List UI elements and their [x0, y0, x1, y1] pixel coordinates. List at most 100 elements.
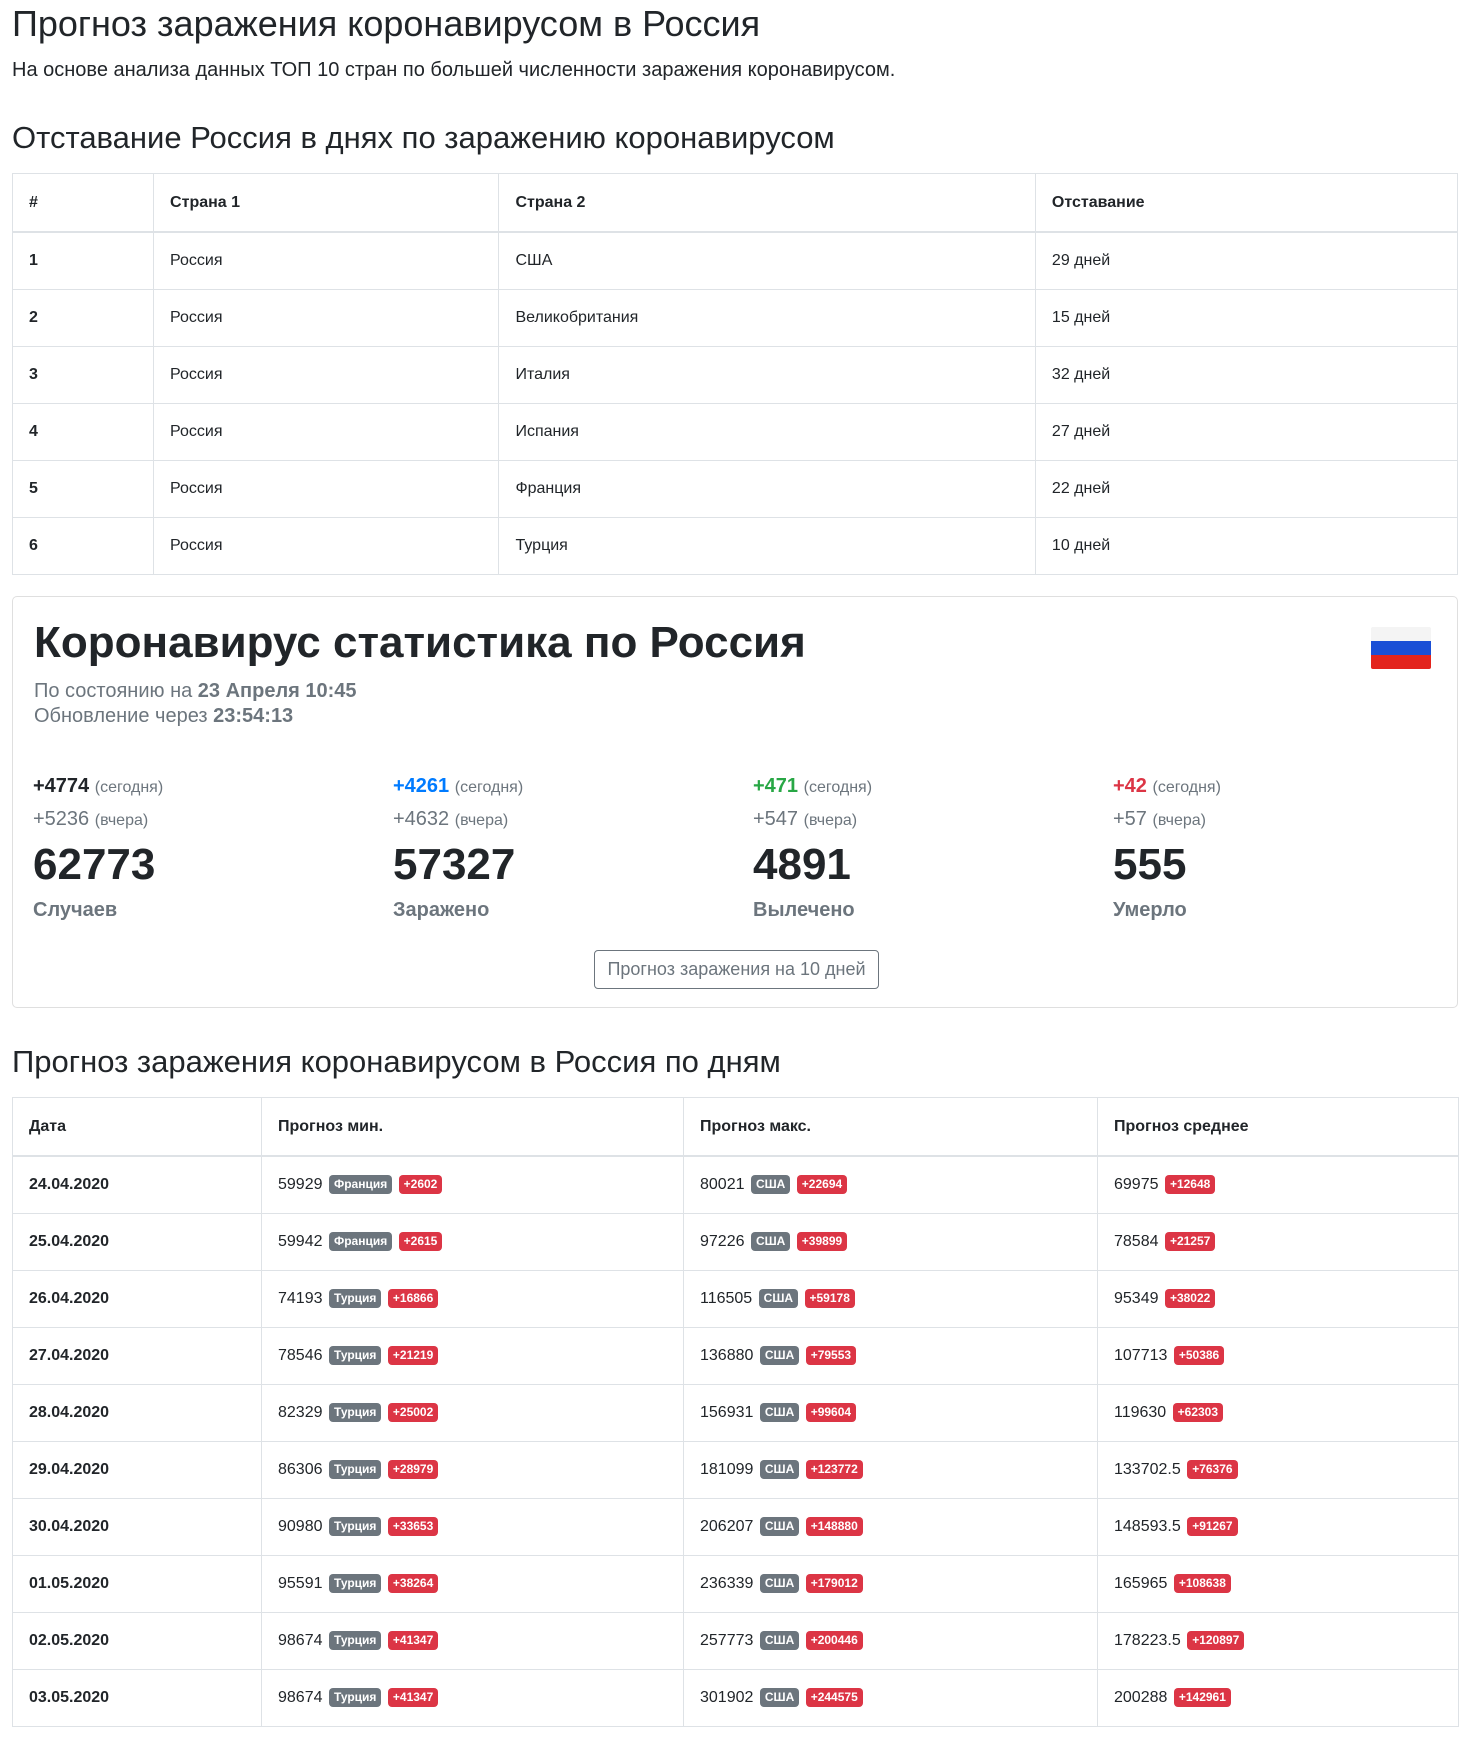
- lag-col-number: #: [11, 173, 155, 233]
- forecast-max-cell: 97226 США +39899: [683, 1213, 1098, 1271]
- forecast-table: Дата Прогноз мин. Прогноз макс. Прогноз …: [12, 1097, 1459, 1727]
- country-badge: США: [759, 1460, 800, 1479]
- country-badge: Турция: [328, 1403, 382, 1422]
- lag-row-country1: Россия: [153, 346, 500, 404]
- lag-col-country2: Страна 2: [498, 173, 1036, 233]
- lag-row-country2: Италия: [498, 346, 1036, 404]
- stat-today-value: +471: [753, 775, 799, 797]
- forecast-min-value: 74193: [278, 1290, 323, 1307]
- country-badge: США: [758, 1289, 799, 1308]
- delta-badge: +99604: [805, 1403, 857, 1422]
- delta-badge: +2615: [398, 1232, 443, 1251]
- forecast-avg-value: 133702.5: [1114, 1461, 1181, 1478]
- lag-row-lag: 15 дней: [1034, 289, 1459, 347]
- forecast-min-cell: 59942 Франция +2615: [261, 1213, 684, 1271]
- delta-badge: +21257: [1164, 1232, 1216, 1251]
- table-row: 3 Россия Италия 32 дней: [11, 346, 1459, 404]
- forecast-min-cell: 86306 Турция +28979: [261, 1441, 684, 1499]
- forecast-min-cell: 74193 Турция +16866: [261, 1270, 684, 1328]
- delta-badge: +50386: [1173, 1346, 1225, 1365]
- stat-label: Заражено: [393, 899, 490, 921]
- delta-badge: +148880: [805, 1517, 863, 1536]
- stat-today-label: (сегодня): [94, 779, 164, 796]
- stat-cases: +4774 (сегодня) +5236 (вчера) 62773 Случ…: [33, 771, 353, 925]
- stat-today: +42 (сегодня): [1113, 771, 1433, 803]
- status-date: 23 Апреля 10:45: [197, 680, 357, 702]
- forecast-avg-cell: 107713 +50386: [1097, 1327, 1459, 1385]
- forecast-date: 25.04.2020: [12, 1213, 262, 1271]
- forecast-avg-value: 107713: [1114, 1347, 1168, 1364]
- forecast-min-cell: 59929 Франция +2602: [261, 1155, 684, 1214]
- forecast-date: 27.04.2020: [12, 1327, 262, 1385]
- forecast-avg-value: 119630: [1114, 1404, 1167, 1421]
- forecast-avg-value: 148593.5: [1114, 1518, 1181, 1535]
- table-row: 02.05.2020 98674 Турция +41347 257773 США …: [12, 1612, 1459, 1670]
- forecast-avg-cell: 95349 +38022: [1097, 1270, 1459, 1328]
- forecast-max-cell: 257773 США +200446: [683, 1612, 1098, 1670]
- stat-yesterday-value: +4632: [393, 808, 450, 830]
- lag-row-number: 3: [11, 346, 155, 404]
- forecast-min-value: 95591: [278, 1575, 323, 1592]
- delta-badge: +33653: [387, 1517, 439, 1536]
- lag-row-country2: Турция: [498, 517, 1036, 575]
- forecast-max-cell: 236339 США +179012: [683, 1555, 1098, 1613]
- stat-yesterday: +5236 (вчера): [33, 803, 353, 837]
- delta-badge: +79553: [805, 1346, 857, 1365]
- stat-today: +4261 (сегодня): [393, 771, 713, 803]
- country-badge: Турция: [328, 1574, 382, 1593]
- lag-row-country1: Россия: [153, 403, 500, 461]
- status-prefix: По состоянию на: [34, 680, 193, 702]
- table-row: 4 Россия Испания 27 дней: [11, 403, 1459, 461]
- table-row: 01.05.2020 95591 Турция +38264 236339 США …: [12, 1555, 1459, 1613]
- lag-row-number: 4: [11, 403, 155, 461]
- country-badge: США: [759, 1403, 800, 1422]
- stat-total: 555: [1113, 840, 1187, 889]
- forecast-table-header-row: Дата Прогноз мин. Прогноз макс. Прогноз …: [12, 1097, 1459, 1157]
- lag-col-lag: Отставание: [1034, 173, 1459, 233]
- forecast-col-min: Прогноз мин.: [261, 1097, 684, 1157]
- lag-row-country1: Россия: [153, 460, 500, 518]
- forecast-avg-value: 200288: [1114, 1689, 1168, 1706]
- forecast-col-avg: Прогноз среднее: [1097, 1097, 1459, 1157]
- delta-badge: +21219: [387, 1346, 439, 1365]
- page-title: Прогноз заражения коронавирусом в Россия: [12, 3, 761, 44]
- russia-flag-icon: [1371, 627, 1431, 669]
- lag-row-lag: 22 дней: [1034, 460, 1459, 518]
- stat-label: Случаев: [33, 899, 118, 921]
- lag-table: # Страна 1 Страна 2 Отставание 1 Россия СШ…: [11, 173, 1459, 575]
- forecast-col-max: Прогноз макс.: [683, 1097, 1098, 1157]
- delta-badge: +28979: [387, 1460, 439, 1479]
- country-badge: США: [750, 1232, 791, 1251]
- country-badge: США: [759, 1574, 800, 1593]
- forecast-max-value: 206207: [700, 1518, 754, 1535]
- delta-badge: +38022: [1164, 1289, 1216, 1308]
- forecast-10-days-button[interactable]: Прогноз заражения на 10 дней: [594, 950, 879, 989]
- lag-section-title: Отставание Россия в днях по заражению ко…: [12, 120, 835, 155]
- forecast-avg-value: 95349: [1114, 1290, 1159, 1307]
- forecast-min-value: 59929: [278, 1176, 323, 1193]
- stat-yesterday-label: (вчера): [1152, 812, 1206, 829]
- forecast-min-value: 90980: [278, 1518, 323, 1535]
- forecast-max-value: 181099: [700, 1461, 754, 1478]
- stat-today-label: (сегодня): [803, 779, 873, 796]
- page-container: Прогноз заражения коронавирусом в Россия…: [11, 0, 1459, 1727]
- delta-badge: +62303: [1172, 1403, 1224, 1422]
- stat-today: +471 (сегодня): [753, 771, 1073, 803]
- country-badge: Турция: [328, 1289, 382, 1308]
- lag-row-number: 6: [11, 517, 155, 575]
- update-line: Обновление через 23:54:13: [34, 704, 357, 729]
- forecast-avg-cell: 178223.5 +120897: [1097, 1612, 1459, 1670]
- forecast-avg-value: 178223.5: [1114, 1632, 1181, 1649]
- country-badge: Франция: [328, 1175, 393, 1194]
- delta-badge: +25002: [387, 1403, 439, 1422]
- stat-yesterday: +547 (вчера): [753, 803, 1073, 837]
- delta-badge: +12648: [1164, 1175, 1216, 1194]
- stat-yesterday-label: (вчера): [94, 812, 149, 829]
- delta-badge: +16866: [387, 1289, 439, 1308]
- delta-badge: +108638: [1173, 1574, 1231, 1593]
- table-row: 03.05.2020 98674 Турция +41347 301902 США …: [12, 1669, 1459, 1727]
- status-line: По состоянию на 23 Апреля 10:45: [34, 679, 357, 704]
- forecast-table-body: 24.04.2020 59929 Франция +2602 80021 США +…: [12, 1155, 1459, 1727]
- lag-table-body: 1 Россия США 29 дней 2 Россия Великобритания 15…: [11, 231, 1459, 575]
- stat-yesterday-value: +57: [1113, 808, 1147, 830]
